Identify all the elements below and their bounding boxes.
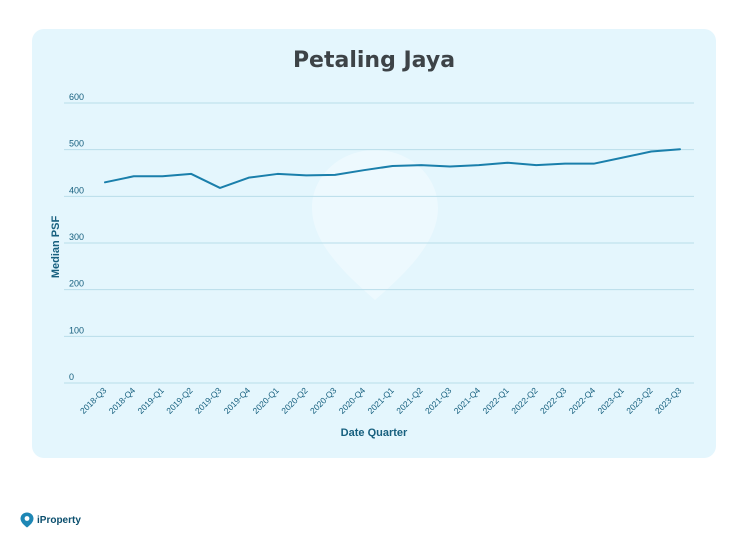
x-tick-label: 2022-Q3	[538, 385, 569, 416]
series-line	[104, 148, 681, 189]
x-tick-label: 2020-Q1	[250, 385, 281, 416]
brand-name: iProperty	[37, 514, 81, 526]
x-tick-label: 2021-Q2	[394, 385, 425, 416]
brand-logo[interactable]: iProperty	[20, 512, 81, 528]
x-axis-label: Date Quarter	[340, 427, 408, 439]
y-tick-label: 0	[69, 372, 74, 382]
x-tick-label: 2021-Q4	[452, 385, 483, 416]
x-tick-label: 2018-Q3	[78, 385, 109, 416]
y-tick-label: 400	[69, 185, 84, 195]
x-tick-label: 2020-Q3	[308, 385, 339, 416]
y-tick-label: 200	[69, 279, 84, 289]
iproperty-logo-icon	[20, 512, 34, 528]
grid-lines	[64, 102, 694, 384]
chart-title: Petaling Jaya	[292, 48, 456, 73]
x-tick-label: 2022-Q1	[480, 385, 511, 416]
x-tick-label: 2022-Q2	[509, 385, 540, 416]
x-tick-label: 2022-Q4	[567, 385, 598, 416]
y-axis-ticks: 0 100 200 300 400 500 600	[69, 92, 84, 382]
x-tick-label: 2020-Q4	[337, 385, 368, 416]
watermark-shape	[312, 150, 438, 300]
y-tick-label: 600	[69, 92, 84, 102]
x-tick-label: 2021-Q3	[423, 385, 454, 416]
x-tick-label: 2023-Q3	[653, 385, 684, 416]
series-group	[104, 148, 681, 189]
x-tick-label: 2019-Q3	[193, 385, 224, 416]
x-tick-label: 2019-Q4	[222, 385, 253, 416]
y-tick-label: 500	[69, 139, 84, 149]
x-tick-label: 2018-Q4	[107, 385, 138, 416]
y-tick-label: 300	[69, 232, 84, 242]
x-tick-label: 2019-Q1	[135, 385, 166, 416]
x-tick-label: 2019-Q2	[164, 385, 195, 416]
y-axis-label: Median PSF	[50, 215, 62, 279]
x-tick-label: 2023-Q1	[595, 385, 626, 416]
x-tick-label: 2023-Q2	[624, 385, 655, 416]
x-tick-label: 2021-Q1	[365, 385, 396, 416]
watermark-logo	[312, 150, 438, 300]
y-tick-label: 100	[69, 325, 84, 335]
x-axis-ticks: 2018-Q32018-Q42019-Q12019-Q22019-Q32019-…	[78, 385, 684, 416]
x-tick-label: 2020-Q2	[279, 385, 310, 416]
